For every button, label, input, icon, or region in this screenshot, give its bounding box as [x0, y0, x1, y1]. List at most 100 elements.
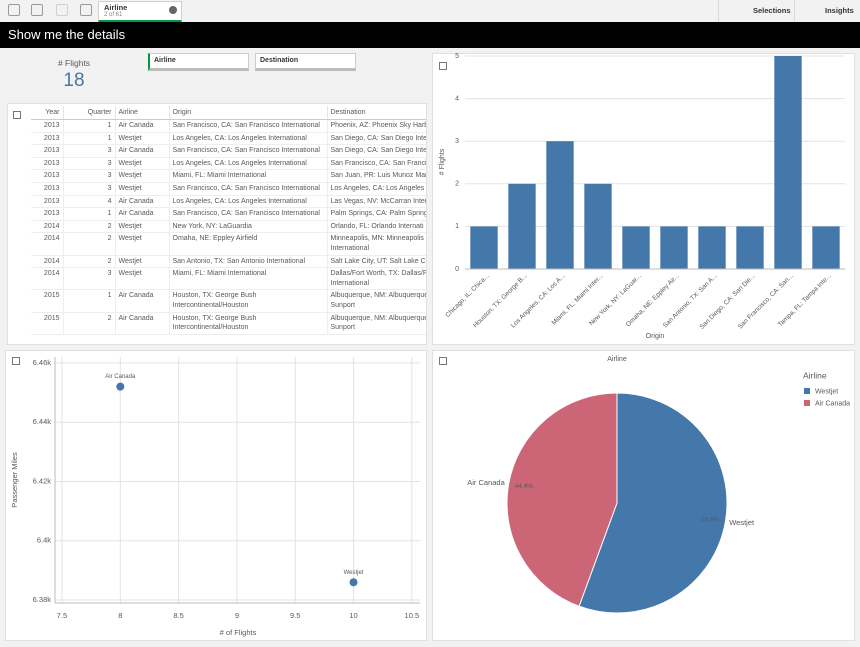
- table-cell: San Diego, CA: San Diego Inter: [327, 132, 426, 146]
- table-cell: 1: [63, 289, 116, 313]
- table-cell: Westjet: [115, 232, 170, 256]
- toolbar: Airline 2 of 61 Selections Insights: [0, 0, 860, 23]
- table-cell: 3: [63, 169, 116, 183]
- step-back-button[interactable]: [31, 4, 43, 16]
- table-cell: 3: [63, 144, 116, 158]
- table-cell: New York, NY: LaGuardia: [169, 220, 328, 234]
- table-cell: Los Angeles, CA: Los Angeles Internation…: [169, 132, 328, 146]
- table-cell: Air Canada: [115, 144, 170, 158]
- table-cell: 2: [63, 232, 116, 256]
- edit-icon[interactable]: [439, 357, 447, 365]
- tab-subtitle: 2 of 61: [104, 12, 123, 18]
- table-cell: Air Canada: [115, 207, 170, 221]
- table-body: 2013 1 Air Canada San Francisco, CA: San Fr…: [31, 119, 426, 335]
- selection-tab[interactable]: Airline 2 of 61: [98, 1, 182, 22]
- scatter-panel: [5, 350, 427, 641]
- tab-close[interactable]: [169, 6, 177, 14]
- table-cell: Omaha, NE: Eppley Airfield: [169, 232, 328, 256]
- table-cell: 2015: [31, 289, 64, 313]
- table-row: 2014 3 Westjet Miami, FL: Miami Internation…: [31, 267, 426, 291]
- column-header: Year: [31, 106, 64, 120]
- table-cell: 2013: [31, 195, 64, 209]
- table-cell: Westjet: [115, 255, 170, 269]
- table-cell: San Francisco, CA: San Francisco Interna…: [169, 207, 328, 221]
- table-cell: 1: [63, 132, 116, 146]
- column-header: Origin: [169, 106, 328, 120]
- edit-icon[interactable]: [439, 62, 447, 70]
- table-cell: 2: [63, 220, 116, 234]
- table-cell: San Antonio, TX: San Antonio Internation…: [169, 255, 328, 269]
- table-row: 2014 2 Westjet San Antonio, TX: San Antonio…: [31, 255, 426, 269]
- table-cell: Miami, FL: Miami International: [169, 169, 328, 183]
- filter-pane[interactable]: Destination: [255, 53, 356, 71]
- smart-search-button[interactable]: [8, 4, 20, 16]
- column-header: Destination: [327, 106, 426, 120]
- table-cell: 2013: [31, 182, 64, 196]
- table-row: 2013 3 Westjet Los Angeles, CA: Los Angeles…: [31, 157, 426, 171]
- column-header: Airline: [115, 106, 170, 120]
- table-row: 2015 2 Air Canada Houston, TX: George Bush …: [31, 312, 426, 335]
- table-row: 2014 2 Westjet New York, NY: LaGuardia Orlan…: [31, 220, 426, 234]
- table-cell: 2015: [31, 312, 64, 335]
- table-cell: Air Canada: [115, 289, 170, 313]
- table-row: 2013 4 Air Canada Los Angeles, CA: Los Ange…: [31, 195, 426, 209]
- table-cell: Westjet: [115, 169, 170, 183]
- edit-icon[interactable]: [12, 357, 20, 365]
- table-cell: Albuquerque, NM: Albuquerque Sunport: [327, 312, 426, 335]
- table-cell: 2013: [31, 144, 64, 158]
- table-row: 2013 3 Westjet Miami, FL: Miami Internation…: [31, 169, 426, 183]
- table-cell: Westjet: [115, 220, 170, 234]
- table-row: 2013 1 Air Canada San Francisco, CA: San Fr…: [31, 207, 426, 221]
- table-cell: 1: [63, 207, 116, 221]
- table-cell: 2014: [31, 220, 64, 234]
- table-cell: Los Angeles, CA: Los Angeles Internation…: [169, 195, 328, 209]
- table-cell: Air Canada: [115, 312, 170, 335]
- table-cell: Los Angeles, CA: Los Angeles I: [327, 182, 426, 196]
- table-cell: Westjet: [115, 132, 170, 146]
- step-forward-button[interactable]: [56, 4, 68, 16]
- table-cell: San Francisco, CA: San Francis: [327, 157, 426, 171]
- table-cell: 2013: [31, 119, 64, 133]
- table-cell: 2: [63, 255, 116, 269]
- insights-button[interactable]: Insights: [794, 0, 860, 22]
- pie-panel: [432, 350, 855, 641]
- table-cell: 4: [63, 195, 116, 209]
- table-cell: Albuquerque, NM: Albuquerque Sunport: [327, 289, 426, 313]
- tab-title: Airline: [104, 3, 128, 12]
- table-cell: 2013: [31, 132, 64, 146]
- table-cell: 2014: [31, 267, 64, 291]
- clear-selections-button[interactable]: [80, 4, 92, 16]
- table-cell: Palm Springs, CA: Palm Spring: [327, 207, 426, 221]
- table-row: 2014 2 Westjet Omaha, NE: Eppley Airfield Mi…: [31, 232, 426, 256]
- table-cell: San Francisco, CA: San Francisco Interna…: [169, 182, 328, 196]
- table-cell: Dallas/Fort Worth, TX: Dallas/F Internat…: [327, 267, 426, 291]
- table: Year Quarter Airline Origin Destination 2013…: [31, 106, 426, 335]
- table-row: 2013 1 Westjet Los Angeles, CA: Los Angeles…: [31, 132, 426, 146]
- table-cell: 3: [63, 267, 116, 291]
- table-cell: San Francisco, CA: San Francisco Interna…: [169, 144, 328, 158]
- table-cell: Phoenix, AZ: Phoenix Sky Harb: [327, 119, 426, 133]
- table-cell: Houston, TX: George Bush Intercontinenta…: [169, 289, 328, 313]
- table-row: 2015 1 Air Canada Houston, TX: George Bush …: [31, 289, 426, 313]
- table-header: Year Quarter Airline Origin Destination: [31, 106, 426, 120]
- table-cell: 2013: [31, 157, 64, 171]
- filter-pane[interactable]: Airline: [148, 53, 249, 71]
- table-cell: 2014: [31, 255, 64, 269]
- table-row: 2013 1 Air Canada San Francisco, CA: San Fr…: [31, 119, 426, 133]
- table-cell: 3: [63, 157, 116, 171]
- table-cell: 2013: [31, 207, 64, 221]
- sheet-title: Show me the details: [0, 22, 860, 48]
- table-cell: Westjet: [115, 157, 170, 171]
- kpi-value: 18: [63, 70, 85, 91]
- table-cell: Minneapolis, MN: Minneapolis Internation…: [327, 232, 426, 256]
- table-cell: Air Canada: [115, 195, 170, 209]
- selections-button[interactable]: Selections: [718, 0, 794, 22]
- table-cell: Miami, FL: Miami International: [169, 267, 328, 291]
- table-cell: San Diego, CA: San Diego Inter: [327, 144, 426, 158]
- table-cell: Salt Lake City, UT: Salt Lake Cit: [327, 255, 426, 269]
- table-cell: Westjet: [115, 182, 170, 196]
- table-cell: San Francisco, CA: San Francisco Interna…: [169, 119, 328, 133]
- table-row: 2013 3 Westjet San Francisco, CA: San Franc…: [31, 182, 426, 196]
- edit-icon[interactable]: [13, 111, 21, 119]
